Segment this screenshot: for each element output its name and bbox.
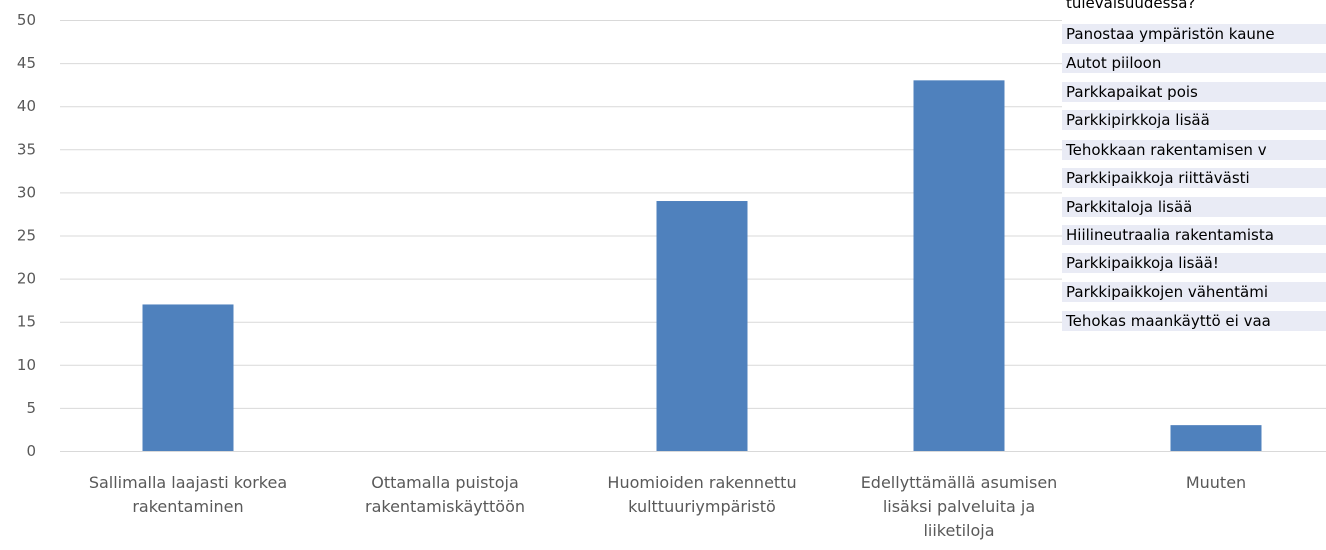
y-tick-label: 45 [17, 54, 36, 72]
x-tick-label-line: rakentaminen [132, 497, 243, 516]
list-item: Panostaa ympäristön kaune [1062, 24, 1326, 44]
y-tick-label: 35 [17, 140, 36, 158]
list-item: Parkkipaikkoja riittävästi [1062, 168, 1326, 188]
bar [656, 201, 748, 451]
bar [913, 80, 1005, 451]
bars [142, 80, 1262, 451]
list-item: tulevaisuudessa? [1066, 0, 1196, 12]
x-tick-label: Sallimalla laajasti korkea rakentaminen [89, 473, 287, 516]
y-tick-label: 15 [17, 313, 36, 331]
x-tick-label: Huomioiden rakennettu kulttuuriympäristö [607, 473, 796, 516]
y-tick-label: 0 [26, 442, 36, 460]
x-tick-label-line: rakentamiskäyttöön [365, 497, 525, 516]
list-item: Parkkitaloja lisää [1062, 197, 1326, 217]
x-tick-label-line: Huomioiden rakennettu [607, 473, 796, 492]
list-item: Autot piiloon [1062, 53, 1326, 73]
y-tick-label: 10 [17, 356, 36, 374]
x-tick-label: Muuten [1186, 473, 1246, 492]
list-item: Parkkipaikkoja lisää! [1062, 253, 1326, 273]
y-axis-ticks: 0 5 10 15 20 25 30 35 40 45 50 [17, 11, 36, 460]
bar [142, 304, 234, 451]
y-tick-label: 5 [26, 399, 36, 417]
list-item: Tehokas maankäyttö ei vaa [1062, 311, 1326, 331]
list-item: Hiilineutraalia rakentamista [1062, 225, 1326, 245]
x-tick-label-line: Edellyttämällä asumisen [861, 473, 1058, 492]
x-tick-label: Ottamalla puistoja rakentamiskäyttöön [365, 473, 525, 516]
x-axis-labels: Sallimalla laajasti korkea rakentaminen Ot… [89, 473, 1246, 540]
list-item: Parkkipirkkoja lisää [1062, 110, 1326, 130]
x-tick-label-line: liiketiloja [923, 521, 994, 540]
y-tick-label: 20 [17, 270, 36, 288]
x-tick-label-line: Muuten [1186, 473, 1246, 492]
text-list-panel: tulevaisuudessa? Panostaa ympäristön kaun… [1062, 0, 1326, 350]
list-item: Tehokkaan rakentamisen v [1062, 140, 1326, 160]
y-tick-label: 50 [17, 11, 36, 29]
list-item: Parkkipaikkojen vähentämi [1062, 282, 1326, 302]
x-tick-label-line: lisäksi palveluita ja [883, 497, 1035, 516]
x-tick-label-line: Sallimalla laajasti korkea [89, 473, 287, 492]
y-tick-label: 25 [17, 227, 36, 245]
y-tick-label: 30 [17, 183, 36, 201]
x-tick-label-line: kulttuuriympäristö [628, 497, 776, 516]
x-tick-label: Edellyttämällä asumisen lisäksi palveluit… [861, 473, 1058, 540]
x-tick-label-line: Ottamalla puistoja [371, 473, 519, 492]
y-tick-label: 40 [17, 97, 36, 115]
list-item: Parkkapaikat pois [1062, 82, 1326, 102]
bar [1170, 425, 1262, 451]
